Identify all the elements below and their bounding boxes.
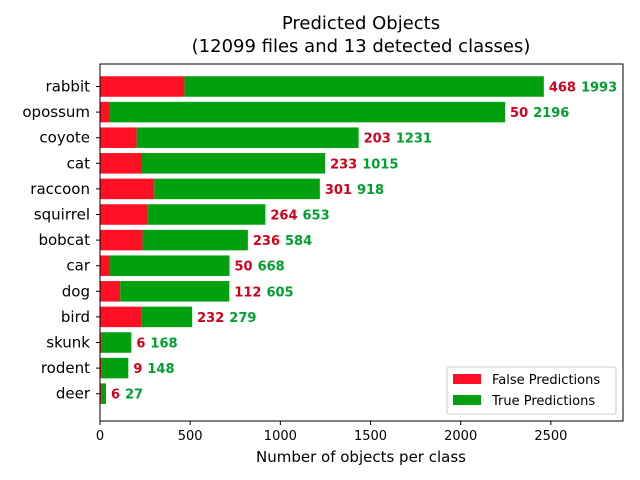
bar-false-cat xyxy=(100,153,143,174)
legend-box xyxy=(446,366,617,415)
category-label-squirrel: squirrel xyxy=(34,206,90,224)
value-true-coyote: 1231 xyxy=(396,132,432,147)
category-label-cat: cat xyxy=(67,154,90,172)
legend-label-false: False Predictions xyxy=(492,373,600,388)
value-false-deer: 6 xyxy=(111,388,120,403)
value-false-raccoon: 301 xyxy=(325,183,352,198)
x-tick-label-2500: 2500 xyxy=(534,429,567,444)
bar-false-raccoon xyxy=(100,178,155,200)
value-false-dog: 112 xyxy=(234,285,261,300)
bar-false-bobcat xyxy=(100,229,143,251)
bar-true-car xyxy=(109,255,230,276)
value-label-dog: 112 605 xyxy=(234,285,293,300)
category-label-opossum: opossum xyxy=(22,103,90,121)
category-label-coyote: coyote xyxy=(39,129,90,147)
value-true-raccoon: 918 xyxy=(357,183,384,198)
legend-swatch-true xyxy=(453,395,481,405)
value-false-cat: 233 xyxy=(330,157,357,172)
bar-false-car xyxy=(100,255,110,276)
category-label-skunk: skunk xyxy=(46,334,90,352)
category-label-deer: deer xyxy=(56,385,91,403)
x-tick-label-1500: 1500 xyxy=(354,429,387,444)
category-label-raccoon: raccoon xyxy=(30,180,90,198)
bar-true-deer xyxy=(101,383,106,404)
x-axis-ticks: 0 500 1000 1500 2000 2500 xyxy=(96,421,567,444)
category-label-rabbit: rabbit xyxy=(46,78,91,96)
category-label-bobcat: bobcat xyxy=(38,231,90,249)
value-false-squirrel: 264 xyxy=(270,209,297,224)
bar-false-dog xyxy=(100,281,121,302)
value-true-deer: 27 xyxy=(125,388,143,403)
x-tick-label-1000: 1000 xyxy=(264,429,297,444)
value-label-bobcat: 236 584 xyxy=(253,234,312,249)
chart-title: Predicted Objects xyxy=(282,13,440,34)
value-false-rodent: 9 xyxy=(133,362,142,377)
bar-true-raccoon xyxy=(154,178,320,200)
value-false-rabbit: 468 xyxy=(549,81,576,96)
bar-false-rabbit xyxy=(100,76,185,97)
bar-true-cat xyxy=(142,153,326,174)
value-false-skunk: 6 xyxy=(136,337,145,352)
value-label-cat: 233 1015 xyxy=(330,157,398,172)
value-true-bird: 279 xyxy=(229,311,256,326)
value-label-bird: 232 279 xyxy=(197,311,256,326)
bar-false-opossum xyxy=(100,101,110,123)
value-label-opossum: 50 2196 xyxy=(510,106,569,121)
value-false-car: 50 xyxy=(234,260,252,275)
category-label-rodent: rodent xyxy=(41,359,90,377)
x-tick-label-2000: 2000 xyxy=(444,429,477,444)
value-false-coyote: 203 xyxy=(364,132,391,147)
value-false-bird: 232 xyxy=(197,311,224,326)
bar-false-squirrel xyxy=(100,204,148,225)
bar-false-skunk xyxy=(100,332,102,353)
category-label-bird: bird xyxy=(61,308,90,326)
chart-subtitle: (12099 files and 13 detected classes) xyxy=(192,36,531,57)
value-true-car: 668 xyxy=(258,260,285,275)
value-true-dog: 605 xyxy=(266,285,293,300)
value-false-bobcat: 236 xyxy=(253,234,280,249)
bar-false-rodent xyxy=(100,357,102,379)
value-true-squirrel: 653 xyxy=(303,209,330,224)
legend-label-true: True Predictions xyxy=(491,394,595,409)
bar-true-squirrel xyxy=(147,204,266,225)
value-true-cat: 1015 xyxy=(362,157,398,172)
value-label-deer: 6 27 xyxy=(111,388,143,403)
x-tick-label-0: 0 xyxy=(96,429,104,444)
value-label-rabbit: 468 1993 xyxy=(549,81,617,96)
category-labels: rabbit opossum coyote cat raccoon squirrel bob… xyxy=(22,78,100,403)
x-tick-label-500: 500 xyxy=(178,429,203,444)
bar-false-bird xyxy=(100,306,142,328)
bar-true-skunk xyxy=(101,332,132,353)
category-label-car: car xyxy=(66,257,90,275)
value-true-opossum: 2196 xyxy=(533,106,569,121)
plot-frame xyxy=(99,63,624,422)
value-true-rodent: 148 xyxy=(147,362,174,377)
value-true-rabbit: 1993 xyxy=(581,81,617,96)
value-label-coyote: 203 1231 xyxy=(364,132,432,147)
bar-true-rodent xyxy=(101,357,129,379)
x-axis-label: Number of objects per class xyxy=(256,448,466,466)
value-true-skunk: 168 xyxy=(150,337,177,352)
value-label-car: 50 668 xyxy=(234,260,284,275)
value-label-rodent: 9 148 xyxy=(133,362,174,377)
value-false-opossum: 50 xyxy=(510,106,528,121)
value-true-bobcat: 584 xyxy=(285,234,312,249)
bar-false-coyote xyxy=(100,127,137,148)
bar-true-opossum xyxy=(109,101,506,123)
value-label-raccoon: 301 918 xyxy=(325,183,384,198)
bar-true-dog xyxy=(120,281,230,302)
bar-false-deer xyxy=(100,383,102,404)
bar-true-bobcat xyxy=(142,229,248,251)
bars-group xyxy=(100,76,544,404)
bar-true-rabbit xyxy=(184,76,544,97)
legend: False Predictions True Predictions xyxy=(446,366,617,415)
legend-swatch-false xyxy=(453,374,481,384)
category-label-dog: dog xyxy=(62,282,90,300)
bar-true-bird xyxy=(141,306,193,328)
value-label-skunk: 6 168 xyxy=(136,337,177,352)
bar-true-coyote xyxy=(136,127,359,148)
value-label-squirrel: 264 653 xyxy=(270,209,329,224)
